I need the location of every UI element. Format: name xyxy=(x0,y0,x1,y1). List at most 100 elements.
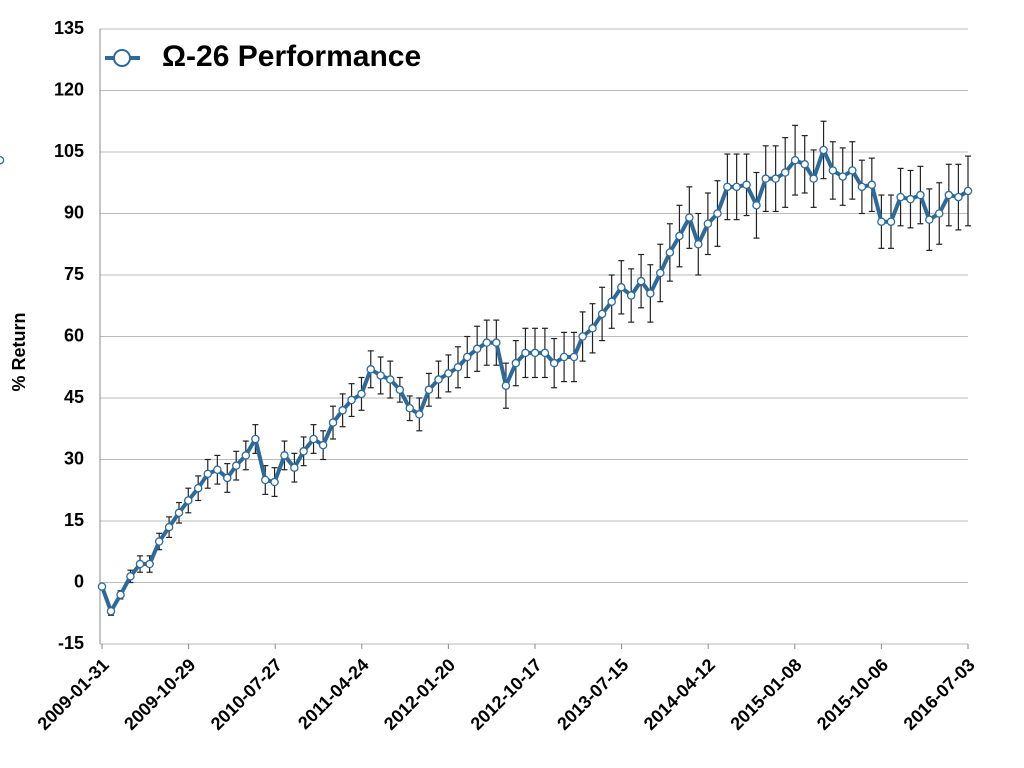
marker xyxy=(223,473,232,483)
marker xyxy=(482,338,491,347)
marker xyxy=(685,213,694,222)
marker xyxy=(511,358,521,368)
marker xyxy=(838,172,847,181)
marker xyxy=(395,385,405,395)
marker xyxy=(906,194,915,204)
marker xyxy=(472,344,482,354)
marker xyxy=(338,406,347,415)
marker xyxy=(135,559,145,569)
marker xyxy=(530,348,540,358)
marker xyxy=(742,180,751,190)
legend-label: Ω-26 Performance xyxy=(162,40,421,73)
y-tick-label: -15 xyxy=(58,633,84,653)
marker xyxy=(713,209,722,218)
marker xyxy=(857,182,867,192)
marker xyxy=(463,352,472,362)
y-tick-label: 45 xyxy=(64,387,84,407)
marker xyxy=(261,475,270,485)
marker xyxy=(357,389,366,399)
marker xyxy=(366,365,375,374)
marker xyxy=(597,309,607,319)
marker xyxy=(241,451,251,460)
marker xyxy=(607,297,616,306)
marker xyxy=(231,461,241,470)
x-tick-label: 2011-04-24 xyxy=(294,655,373,734)
marker xyxy=(318,440,328,450)
marker xyxy=(309,434,318,444)
marker xyxy=(896,192,905,202)
marker xyxy=(665,248,675,257)
x-tick-label: 2010-07-27 xyxy=(207,655,286,734)
y-tick-label: 15 xyxy=(64,510,84,530)
marker xyxy=(376,371,385,380)
marker xyxy=(385,375,395,384)
x-tick-label: 2015-01-08 xyxy=(726,655,805,734)
marker xyxy=(694,239,703,249)
marker xyxy=(569,352,579,362)
marker xyxy=(174,508,184,518)
marker xyxy=(877,217,886,226)
marker xyxy=(164,522,174,532)
series-line xyxy=(100,147,970,614)
marker xyxy=(116,590,125,600)
y-tick-label: 120 xyxy=(54,79,84,99)
marker xyxy=(703,219,713,228)
marker xyxy=(646,289,655,298)
marker xyxy=(213,465,222,474)
marker xyxy=(588,324,597,333)
marker xyxy=(656,268,665,278)
marker xyxy=(453,362,463,372)
marker xyxy=(154,537,164,546)
marker xyxy=(184,496,193,505)
marker xyxy=(752,201,761,210)
marker xyxy=(0,155,5,165)
marker xyxy=(549,358,559,368)
marker xyxy=(675,231,684,241)
y-tick-label: 105 xyxy=(54,141,84,161)
marker xyxy=(405,403,414,413)
marker xyxy=(578,332,587,341)
marker xyxy=(347,395,356,405)
marker xyxy=(636,276,646,286)
marker xyxy=(944,190,954,200)
legend-marker xyxy=(113,49,131,67)
x-tick-label: 2014-04-12 xyxy=(640,655,719,734)
marker xyxy=(145,559,154,569)
marker xyxy=(761,174,770,183)
y-tick-label: 90 xyxy=(64,202,84,222)
marker xyxy=(299,447,308,456)
marker xyxy=(934,209,944,218)
marker xyxy=(501,381,511,390)
x-tick-label: 2012-01-20 xyxy=(380,655,459,734)
marker xyxy=(559,352,569,362)
marker xyxy=(626,291,636,300)
marker xyxy=(492,338,501,347)
x-tick-label: 2015-10-06 xyxy=(813,655,892,734)
marker xyxy=(780,168,790,177)
marker xyxy=(886,217,896,226)
marker xyxy=(424,385,434,395)
marker xyxy=(925,215,934,224)
marker xyxy=(732,182,741,192)
marker xyxy=(270,477,279,487)
marker xyxy=(819,145,828,155)
x-tick-label: 2009-01-31 xyxy=(34,655,113,734)
marker xyxy=(328,418,338,427)
marker xyxy=(916,190,925,200)
marker xyxy=(444,369,453,378)
marker xyxy=(790,155,800,165)
x-tick-label: 2013-07-15 xyxy=(553,655,632,734)
x-tick-label: 2012-10-17 xyxy=(467,655,546,734)
y-axis-label: % Return xyxy=(9,312,29,391)
marker xyxy=(290,463,299,472)
marker xyxy=(521,348,530,358)
marker xyxy=(415,410,424,419)
marker xyxy=(540,348,550,358)
marker xyxy=(771,174,780,183)
marker xyxy=(867,180,877,190)
marker xyxy=(848,166,857,175)
y-tick-label: 135 xyxy=(54,18,84,38)
marker xyxy=(723,182,732,192)
